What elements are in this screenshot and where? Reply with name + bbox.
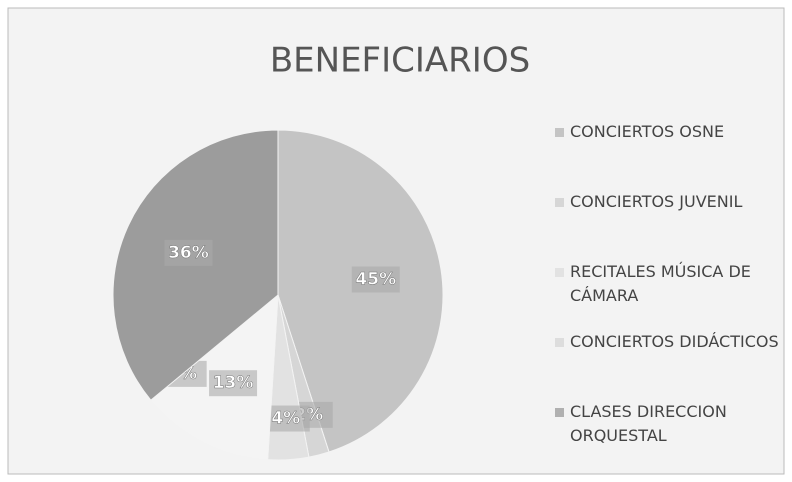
- legend-item: CONCIERTOS JUVENIL: [555, 190, 785, 260]
- legend-item: CONCIERTOS OSNE: [555, 120, 785, 190]
- legend: CONCIERTOS OSNE CONCIERTOS JUVENIL RECITAL…: [555, 120, 785, 470]
- legend-swatch: [555, 338, 564, 347]
- legend-item: RECITALES MÚSICA DE CÁMARA: [555, 260, 785, 330]
- legend-label: CLASES DIRECCION ORQUESTAL: [570, 402, 727, 445]
- legend-item: CONCIERTOS DIDÁCTICOS: [555, 330, 785, 400]
- legend-swatch: [555, 198, 564, 207]
- legend-item: CLASES DIRECCION ORQUESTAL: [555, 400, 785, 470]
- chart-title: BENEFICIARIOS: [270, 41, 530, 81]
- data-label: 36%: [168, 243, 209, 263]
- legend-swatch: [555, 128, 564, 137]
- data-label: 13%: [213, 373, 254, 393]
- data-label: 45%: [355, 270, 396, 290]
- label-box: [351, 266, 400, 293]
- label-box: [164, 239, 213, 266]
- legend-label: CONCIERTOS JUVENIL: [570, 192, 743, 211]
- legend-label: CONCIERTOS DIDÁCTICOS: [570, 332, 779, 351]
- label-box: [209, 370, 258, 397]
- legend-label: RECITALES MÚSICA DE CÁMARA: [570, 262, 751, 305]
- legend-label: CONCIERTOS OSNE: [570, 122, 725, 141]
- legend-swatch: [555, 408, 564, 417]
- legend-swatch: [555, 268, 564, 277]
- data-label: 4%: [271, 409, 300, 429]
